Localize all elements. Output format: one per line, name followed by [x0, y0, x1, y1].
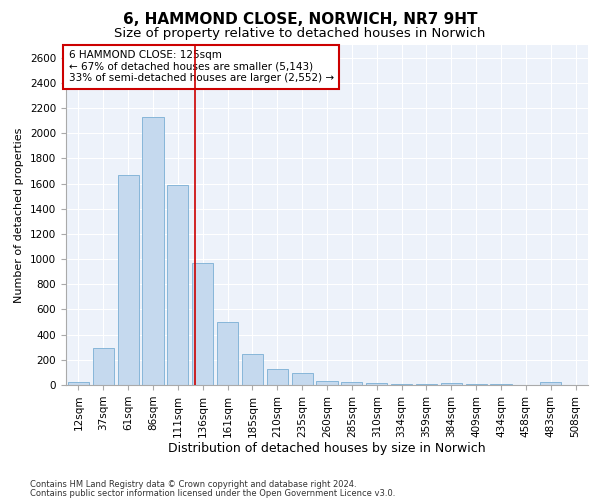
Text: Contains public sector information licensed under the Open Government Licence v3: Contains public sector information licen…: [30, 488, 395, 498]
Bar: [366, 383, 387, 385]
Bar: [341, 382, 362, 385]
Bar: [292, 373, 313, 385]
Bar: [242, 354, 263, 385]
Text: Size of property relative to detached houses in Norwich: Size of property relative to detached ho…: [115, 28, 485, 40]
Bar: [192, 263, 213, 385]
Bar: [441, 383, 462, 385]
Bar: [466, 384, 487, 385]
Bar: [316, 380, 338, 385]
Bar: [118, 174, 139, 385]
Bar: [167, 185, 188, 385]
Bar: [217, 322, 238, 385]
Y-axis label: Number of detached properties: Number of detached properties: [14, 128, 25, 302]
Text: 6, HAMMOND CLOSE, NORWICH, NR7 9HT: 6, HAMMOND CLOSE, NORWICH, NR7 9HT: [123, 12, 477, 28]
Text: 6 HAMMOND CLOSE: 125sqm
← 67% of detached houses are smaller (5,143)
33% of semi: 6 HAMMOND CLOSE: 125sqm ← 67% of detache…: [68, 50, 334, 84]
Bar: [93, 348, 114, 385]
X-axis label: Distribution of detached houses by size in Norwich: Distribution of detached houses by size …: [168, 442, 486, 456]
Bar: [416, 384, 437, 385]
Bar: [267, 370, 288, 385]
Bar: [391, 384, 412, 385]
Bar: [490, 384, 512, 385]
Bar: [540, 382, 561, 385]
Bar: [68, 382, 89, 385]
Bar: [142, 117, 164, 385]
Text: Contains HM Land Registry data © Crown copyright and database right 2024.: Contains HM Land Registry data © Crown c…: [30, 480, 356, 489]
